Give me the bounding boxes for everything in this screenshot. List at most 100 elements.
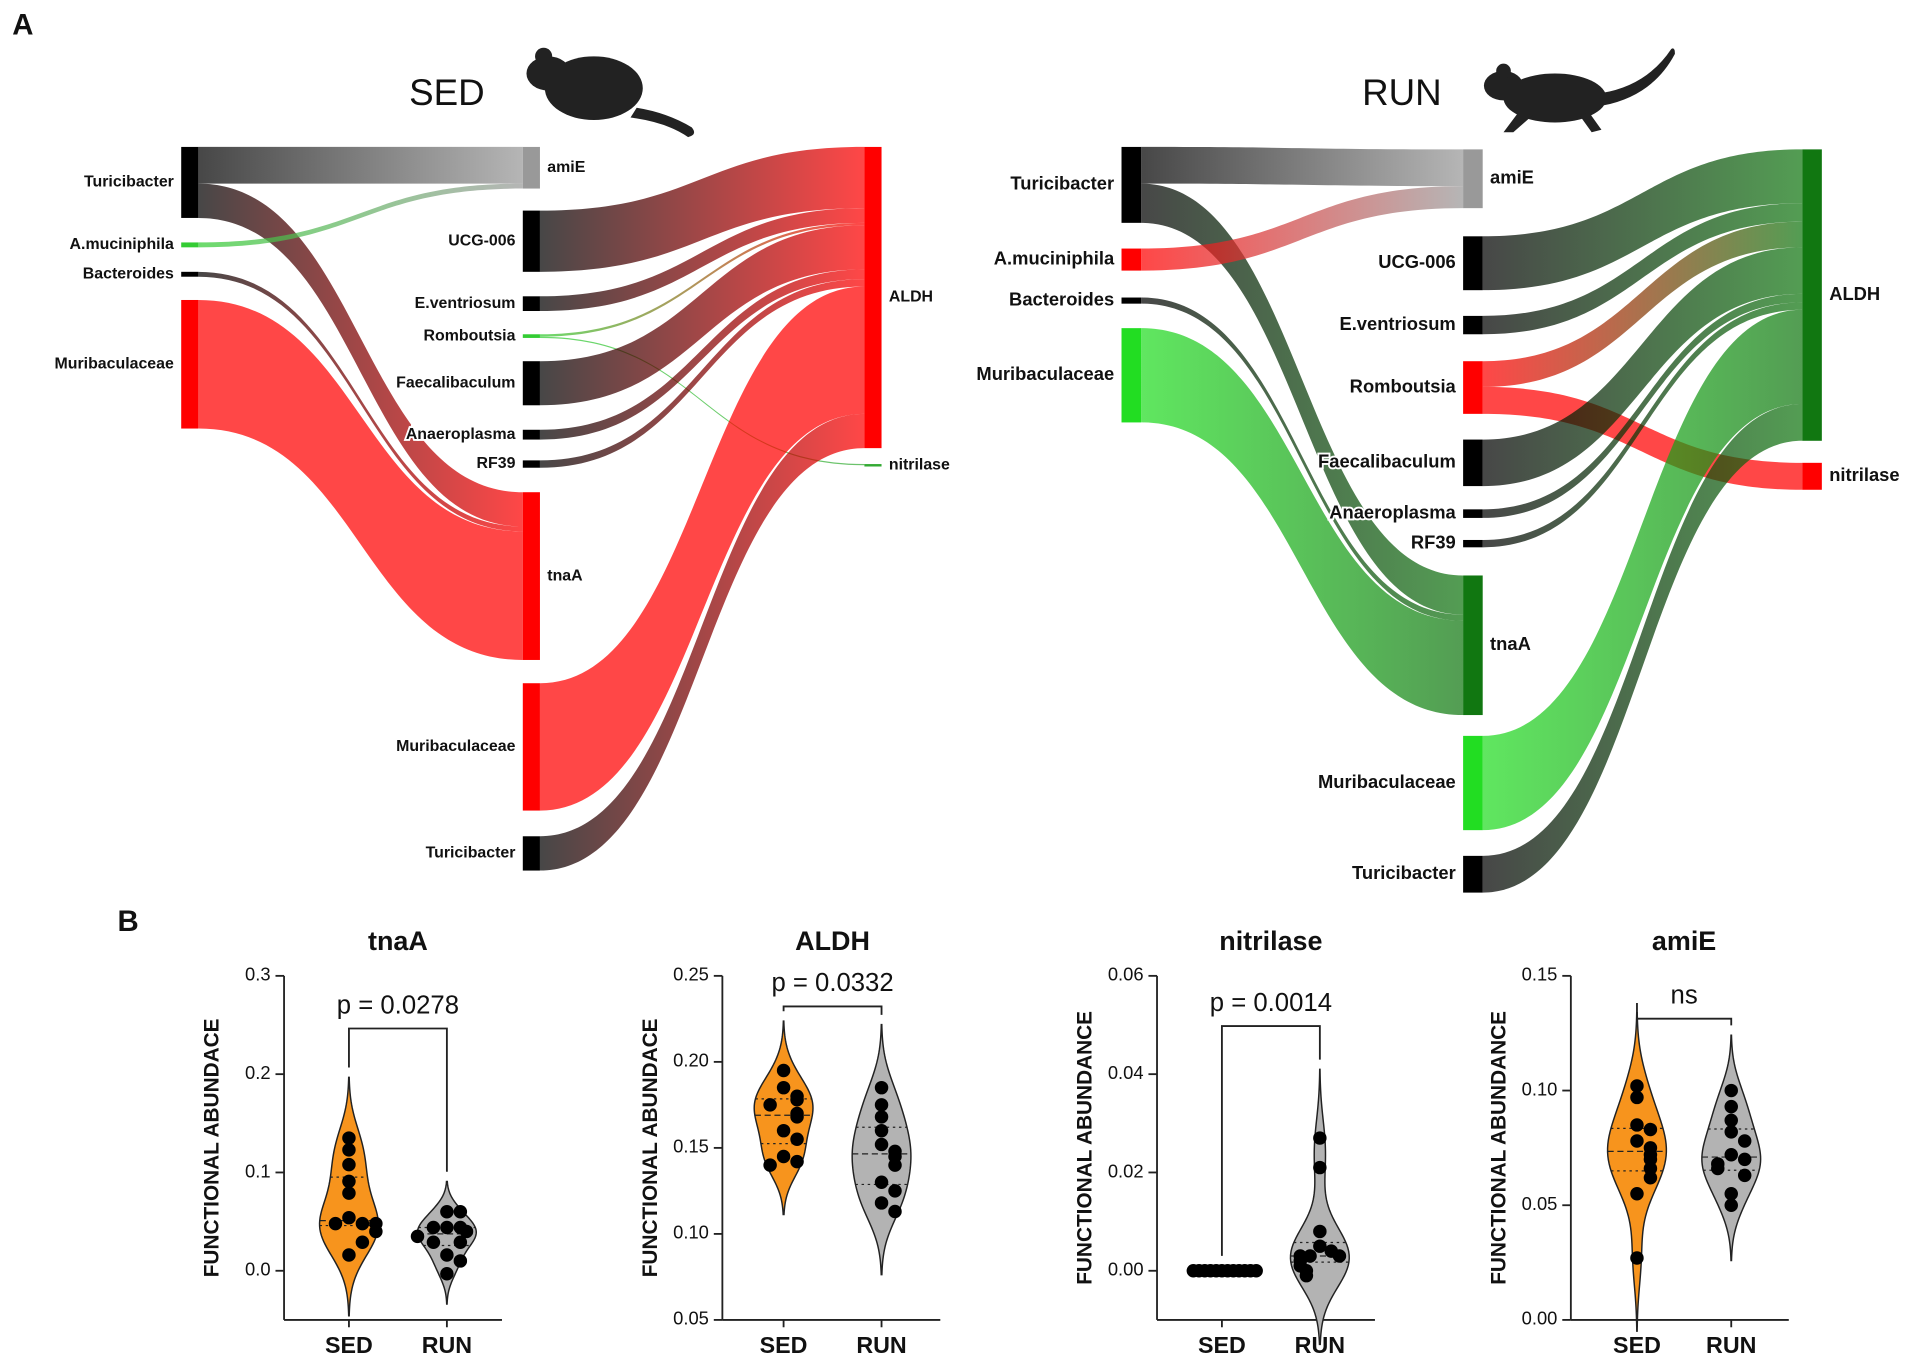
- sankey-link: [539, 269, 865, 440]
- violin: [1701, 1034, 1762, 1262]
- violin: [1606, 1012, 1668, 1332]
- data-point: [426, 1220, 441, 1235]
- data-point: [874, 1137, 889, 1152]
- data-point: [776, 1080, 791, 1095]
- y-tick-label: 0.00: [1108, 1259, 1144, 1280]
- data-point: [440, 1220, 454, 1235]
- data-point: [328, 1216, 343, 1231]
- sankey-node: [1121, 297, 1142, 304]
- data-point: [1313, 1239, 1327, 1253]
- node-label: Muribaculaceae: [55, 355, 175, 372]
- sankey-link: [1482, 203, 1803, 335]
- sankey-link: [539, 208, 865, 312]
- data-point: [874, 1175, 889, 1190]
- sankey-link: [1482, 293, 1803, 518]
- data-point: [1630, 1079, 1644, 1093]
- sankey-link: [198, 183, 523, 248]
- data-point: [1332, 1249, 1347, 1263]
- sankey-link: [1482, 247, 1803, 487]
- violin: [1289, 1068, 1350, 1346]
- mouse-icon: [1483, 48, 1675, 133]
- data-point: [874, 1196, 889, 1210]
- data-point: [790, 1092, 804, 1107]
- data-point: [1724, 1187, 1738, 1201]
- data-point: [1630, 1118, 1644, 1132]
- sankey-node: [522, 361, 540, 406]
- y-tick-label: 0.10: [1522, 1078, 1558, 1099]
- significance-bracket: [1220, 1025, 1321, 1256]
- data-point: [1630, 1187, 1644, 1201]
- data-point: [426, 1235, 441, 1249]
- data-point: [453, 1254, 468, 1268]
- data-point: [888, 1184, 902, 1198]
- node-label: Anaeroplasma: [406, 426, 516, 443]
- x-tick-label: SED: [1198, 1332, 1246, 1358]
- sankey-links: [1141, 146, 1803, 893]
- sankey-link: [539, 279, 865, 468]
- sankey-link: [539, 336, 865, 466]
- data-point: [874, 1080, 889, 1095]
- data-point: [1737, 1152, 1752, 1167]
- sankey-link: [1141, 183, 1464, 615]
- sankey-node: [522, 146, 540, 189]
- sankey-node: [1463, 315, 1483, 335]
- sankey-node: [522, 296, 540, 312]
- node-label: Bacteroides: [83, 265, 174, 282]
- significance-bracket: [782, 1005, 883, 1015]
- y-tick-label: 0.05: [1522, 1193, 1558, 1214]
- data-point: [1724, 1125, 1738, 1139]
- data-point: [790, 1132, 804, 1147]
- data-point: [874, 1098, 889, 1112]
- sankey-node: [1463, 735, 1483, 831]
- data-point: [459, 1224, 474, 1239]
- sankey-node: [1463, 236, 1483, 291]
- sankey-link: [1482, 309, 1803, 831]
- y-axis-label: FUNCTIONAL ABUNDACE: [639, 1018, 662, 1277]
- data-point: [776, 1149, 791, 1164]
- sankey-node: [522, 334, 540, 338]
- sankey-link: [539, 146, 865, 272]
- y-tick-label: 0.06: [1108, 964, 1144, 985]
- data-point: [1724, 1198, 1738, 1212]
- data-point: [1737, 1134, 1752, 1148]
- sankey-node: [522, 683, 540, 811]
- sankey-node: [1121, 146, 1142, 223]
- sankey-node: [1463, 361, 1483, 414]
- sankey-node: [1463, 149, 1483, 209]
- sankey-link: [198, 299, 523, 660]
- node-label: Muribaculaceae: [1318, 771, 1456, 792]
- data-point: [1643, 1122, 1658, 1137]
- sankey-node: [1121, 328, 1142, 423]
- sankey-node: [181, 242, 199, 248]
- node-label: Anaeroplasma: [1329, 501, 1456, 522]
- data-point: [342, 1131, 356, 1145]
- sankey-node: [181, 299, 199, 429]
- data-point: [1724, 1099, 1738, 1114]
- sankey-link: [1482, 302, 1803, 548]
- sankey-node: [864, 146, 882, 449]
- p-value: ns: [1671, 981, 1698, 1009]
- data-point: [369, 1224, 383, 1239]
- sankey-link: [539, 286, 865, 811]
- data-point: [1299, 1268, 1314, 1283]
- x-tick-label: SED: [1613, 1332, 1661, 1358]
- sankey-link: [198, 146, 523, 184]
- sankey-node: [864, 464, 882, 467]
- data-point: [874, 1123, 889, 1138]
- node-label: amiE: [547, 159, 585, 176]
- data-point: [453, 1205, 468, 1219]
- panel-label: B: [118, 905, 139, 938]
- node-label: Faecalibaculum: [396, 374, 515, 391]
- sankey-link: [198, 271, 523, 532]
- node-label: UCG-006: [1378, 251, 1456, 272]
- plot-title: amiE: [1652, 926, 1716, 956]
- node-label: Romboutsia: [424, 327, 516, 344]
- sankey-node: [522, 492, 540, 660]
- y-tick-label: 0.02: [1108, 1160, 1144, 1181]
- sankey-link: [1141, 146, 1464, 187]
- y-tick-label: 0.20: [673, 1050, 709, 1071]
- panel-label: A: [12, 9, 33, 42]
- y-axis-label: FUNCTIONAL ABUNDANCE: [1487, 1011, 1510, 1285]
- sankey-node: [1121, 248, 1142, 271]
